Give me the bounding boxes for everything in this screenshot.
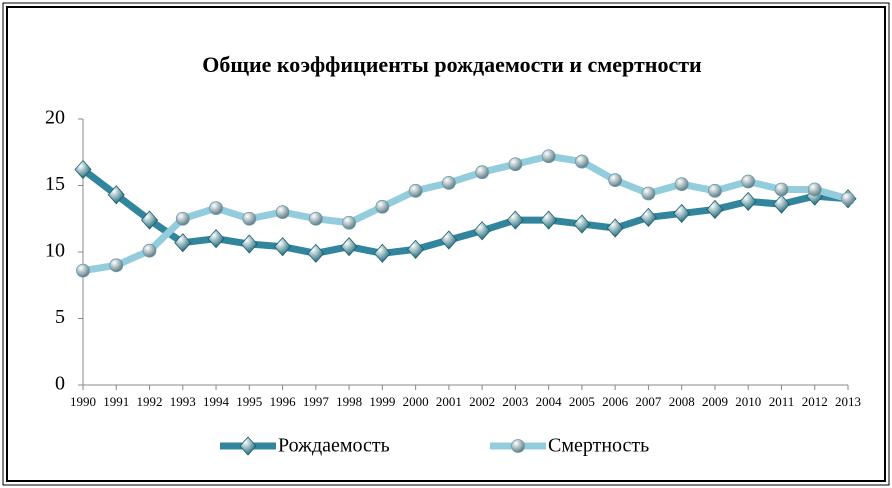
marker: [175, 211, 190, 226]
x-tick-label: 1990: [70, 394, 96, 409]
marker: [741, 174, 756, 189]
chart-title: Общие коэффициенты рождаемости и смертно…: [202, 52, 702, 77]
marker: [673, 203, 691, 224]
marker: [772, 194, 791, 214]
x-tick-label: 2011: [769, 394, 795, 409]
marker: [142, 243, 157, 258]
marker: [508, 157, 523, 172]
x-tick-label: 1999: [369, 394, 395, 409]
marker: [674, 177, 689, 192]
x-tick-label: 1995: [236, 394, 262, 409]
marker: [240, 234, 258, 254]
marker: [407, 239, 425, 259]
legend-marker: [239, 436, 257, 456]
x-tick-label: 1992: [137, 394, 163, 409]
x-tick-label: 2007: [635, 394, 662, 409]
x-tick-label: 2005: [569, 394, 595, 409]
marker: [209, 201, 223, 216]
marker: [641, 186, 656, 201]
marker: [475, 165, 490, 180]
y-tick-label: 5: [55, 306, 65, 328]
x-tick-label: 2010: [735, 394, 761, 409]
marker: [807, 182, 822, 197]
marker: [174, 233, 192, 253]
x-tick-label: 2004: [536, 394, 563, 409]
marker: [76, 263, 90, 278]
inner-frame: [6, 6, 886, 482]
x-tick-label: 1994: [203, 394, 230, 409]
marker: [408, 183, 423, 198]
x-tick-label: 2000: [403, 394, 429, 409]
x-tick-label: 2002: [469, 394, 495, 409]
x-tick-label: 1998: [336, 394, 362, 409]
marker: [708, 183, 722, 198]
legend-label: Рождаемость: [278, 435, 390, 457]
marker: [342, 215, 356, 230]
marker: [506, 210, 524, 230]
legend-marker: [511, 439, 525, 453]
x-tick-label: 1996: [270, 394, 297, 409]
marker: [540, 210, 558, 230]
marker: [774, 182, 789, 197]
marker: [639, 207, 657, 228]
marker: [608, 173, 623, 188]
y-tick-label: 10: [45, 240, 65, 262]
x-tick-label: 2006: [602, 394, 629, 409]
x-tick-label: 2003: [502, 394, 528, 409]
marker: [107, 185, 125, 205]
x-tick-label: 2008: [669, 394, 695, 409]
y-tick-label: 15: [45, 173, 65, 195]
y-tick-label: 20: [45, 107, 65, 129]
marker: [440, 230, 458, 250]
marker: [573, 214, 591, 234]
x-tick-label: 2001: [436, 394, 462, 409]
marker: [308, 211, 323, 226]
marker: [375, 199, 390, 214]
x-tick-label: 1997: [303, 394, 330, 409]
x-tick-label: 1991: [103, 394, 129, 409]
marker: [841, 191, 855, 206]
marker: [74, 159, 92, 180]
marker: [441, 175, 456, 190]
marker: [473, 221, 491, 241]
marker: [242, 211, 257, 226]
marker: [275, 205, 290, 220]
marker: [207, 229, 225, 249]
marker: [140, 210, 159, 230]
marker: [274, 237, 292, 257]
x-tick-label: 2009: [702, 394, 728, 409]
marker: [541, 149, 556, 164]
marker: [109, 258, 124, 273]
marker: [340, 237, 358, 257]
marker: [373, 243, 391, 263]
x-tick-label: 2012: [802, 394, 828, 409]
marker: [606, 218, 624, 238]
series-line: [82, 152, 849, 275]
marker: [307, 243, 325, 263]
marker: [706, 199, 724, 220]
legend-label: Смертность: [548, 435, 649, 457]
x-tick-label: 1993: [170, 394, 196, 409]
marker: [575, 154, 589, 169]
x-tick-label: 2013: [835, 394, 861, 409]
marker: [739, 191, 757, 212]
y-tick-label: 0: [55, 373, 65, 395]
